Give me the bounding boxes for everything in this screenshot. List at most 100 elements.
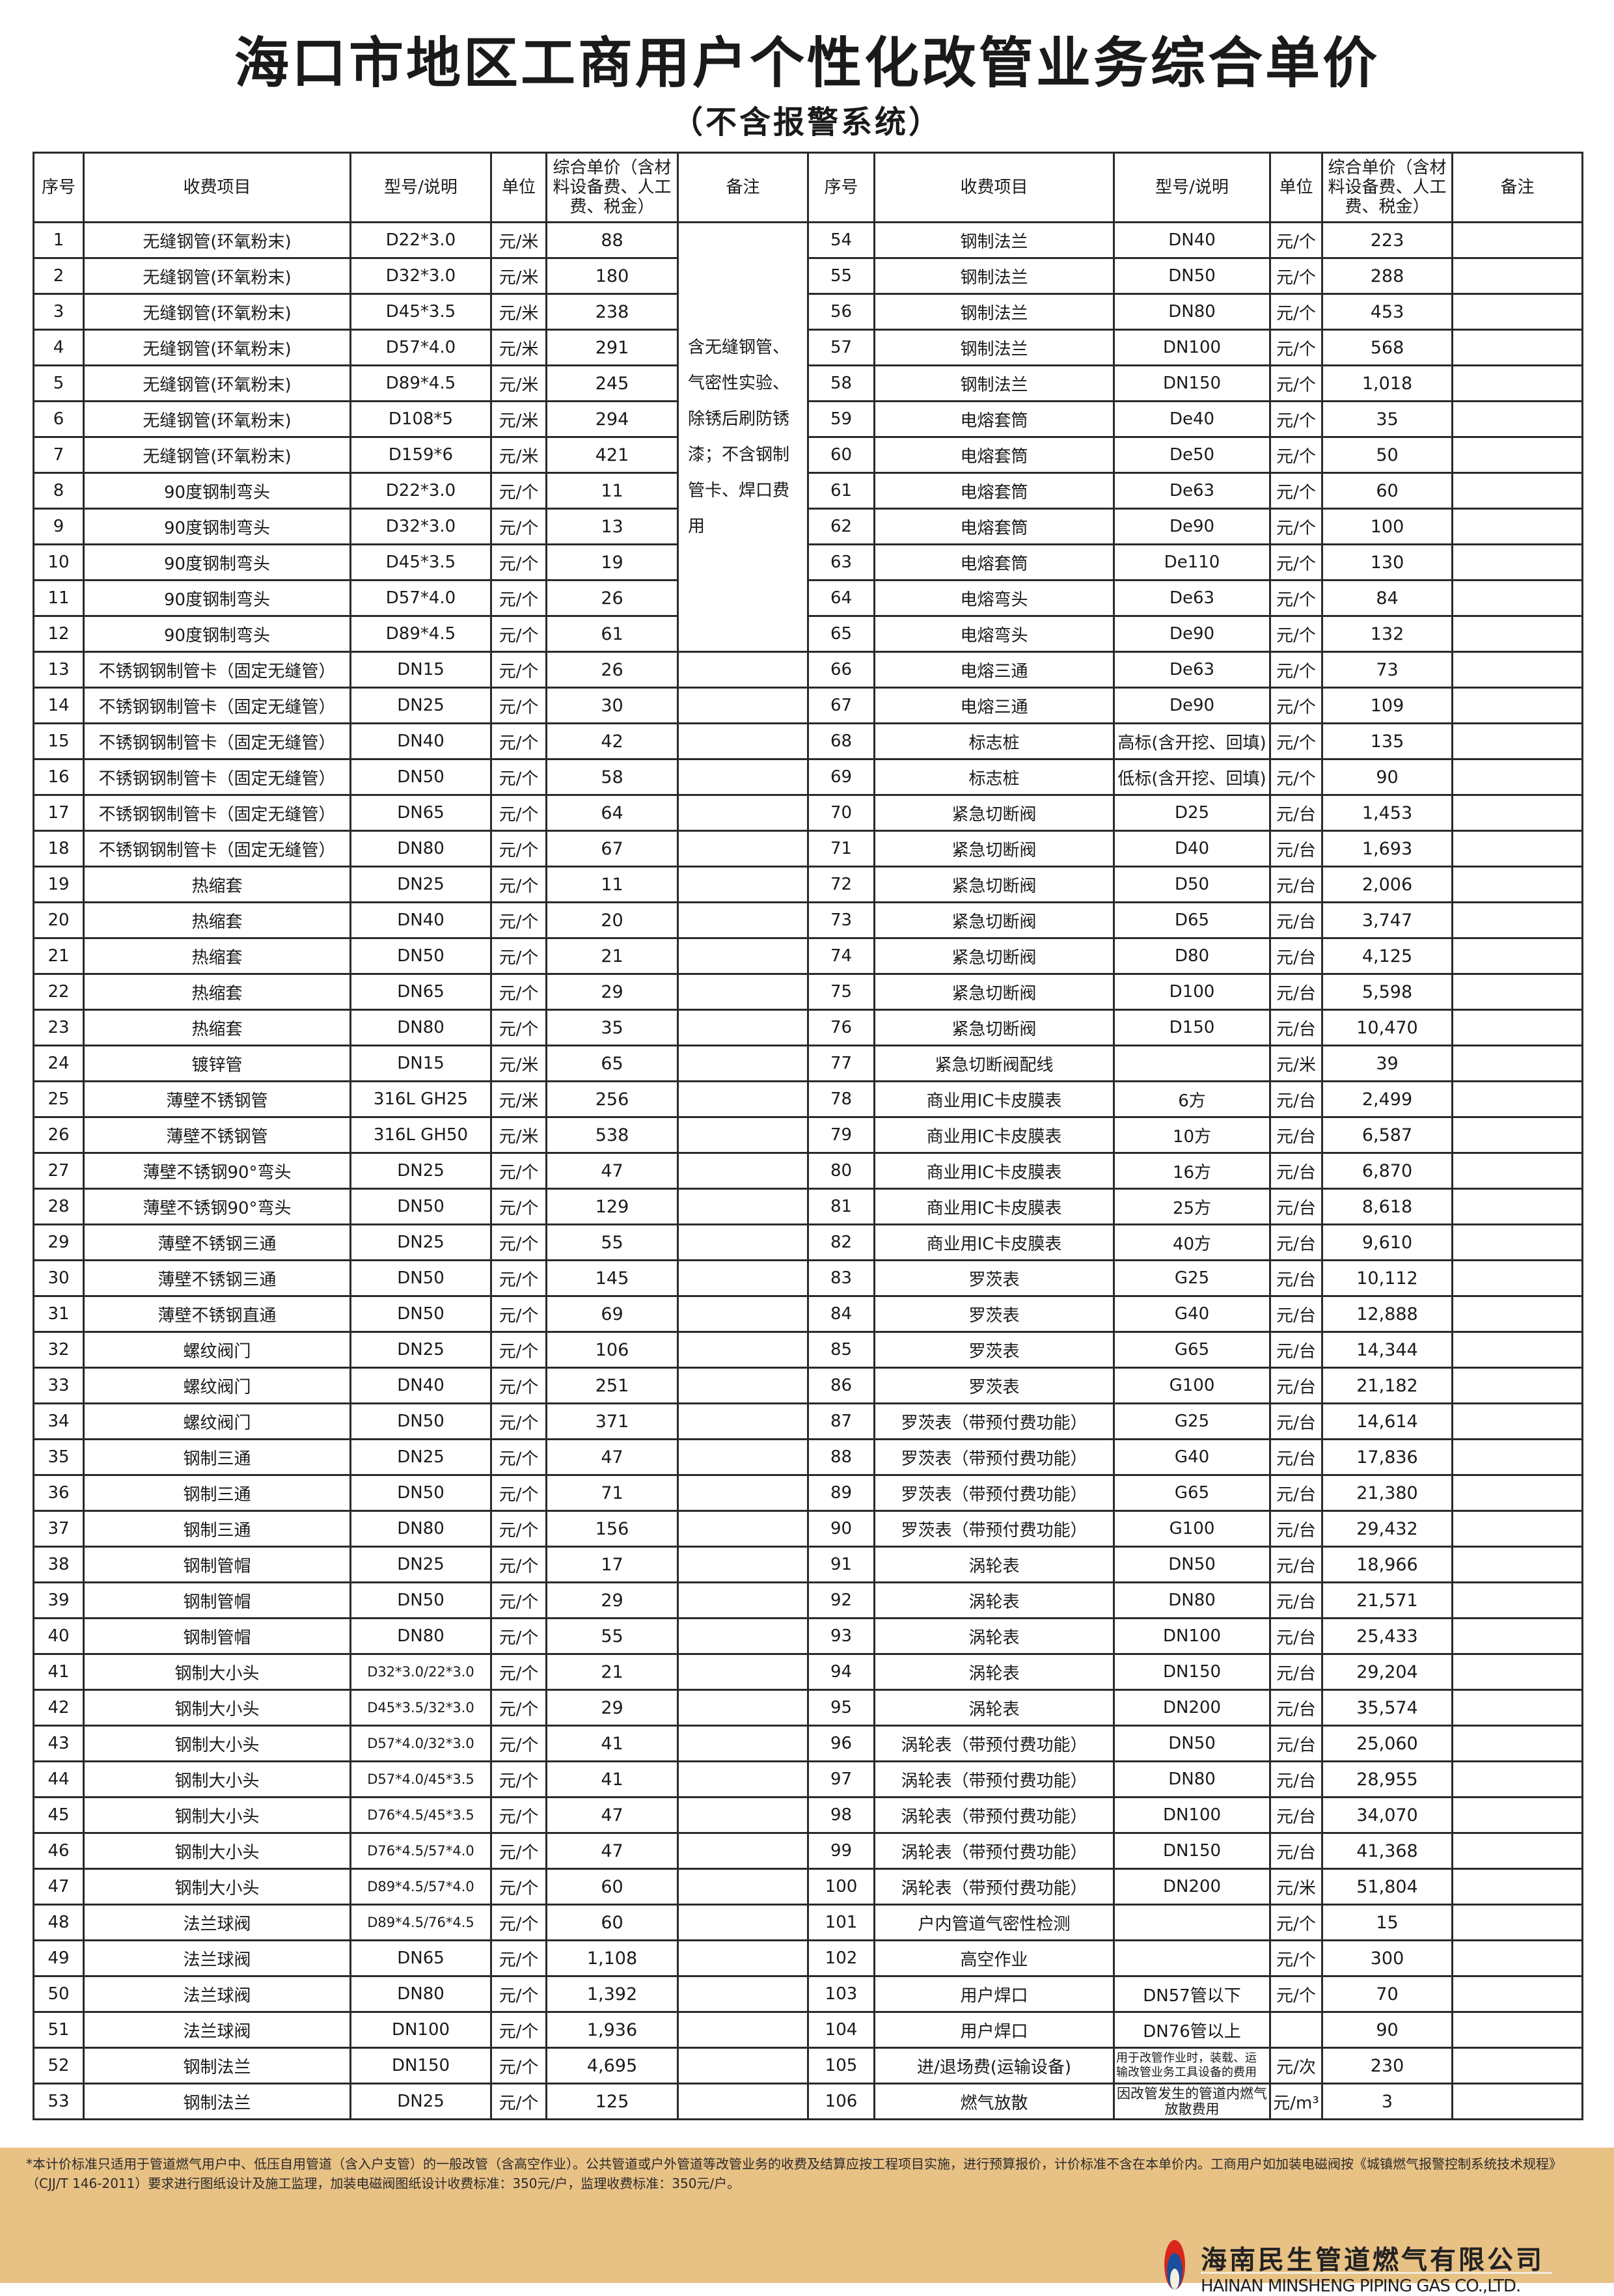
row-unit: 元/m³: [1269, 2083, 1323, 2120]
row-item: 薄壁不锈钢直通: [83, 1295, 351, 1333]
row-unit: 元/个: [490, 722, 547, 760]
row-no: 88: [807, 1438, 875, 1476]
row-model: D22*3.0: [349, 221, 492, 259]
remark-cell: [1451, 1832, 1583, 1870]
row-unit: 元/米: [490, 400, 547, 438]
row-model: DN150: [1113, 364, 1271, 402]
remark-cell: [677, 1581, 809, 1619]
row-unit: 元/个: [490, 1975, 547, 2013]
row-model: DN50: [349, 1188, 492, 1225]
table-row: 100 涡轮表（带预付费功能） DN200 元/米 51,804: [807, 1868, 1583, 1906]
row-price: 300: [1321, 1939, 1453, 1977]
row-item: 薄壁不锈钢90°弯头: [83, 1152, 351, 1190]
row-unit: 元/个: [490, 1904, 547, 1941]
row-price: 3: [1321, 2083, 1453, 2120]
row-unit: 元/米: [490, 221, 547, 259]
row-no: 19: [33, 866, 85, 903]
row-unit: 元/米: [490, 257, 547, 295]
remark-cell: [677, 1045, 809, 1082]
row-unit: 元/米: [1269, 1045, 1323, 1082]
row-item: 商业用IC卡皮膜表: [873, 1080, 1115, 1118]
table-row: 71 紧急切断阀 D40 元/台 1,693: [807, 830, 1583, 868]
row-no: 64: [807, 579, 875, 617]
row-unit: 元/台: [1269, 901, 1323, 939]
remark-cell: [677, 1188, 809, 1225]
row-no: 51: [33, 2011, 85, 2049]
row-unit: 元/台: [1269, 1152, 1323, 1190]
remark-cell: [1451, 1868, 1583, 1906]
table-row: 27 薄壁不锈钢90°弯头 DN25 元/个 47: [33, 1152, 809, 1190]
row-item: 电熔套筒: [873, 472, 1115, 510]
row-no: 1: [33, 221, 85, 259]
table-row: 89 罗茨表（带预付费功能） G65 元/台 21,380: [807, 1474, 1583, 1512]
row-unit: 元/个: [1269, 508, 1323, 545]
remark-cell: [677, 1223, 809, 1261]
row-price: 47: [545, 1796, 679, 1834]
table-row: 81 商业用IC卡皮膜表 25方 元/台 8,618: [807, 1188, 1583, 1225]
row-price: 34,070: [1321, 1796, 1453, 1834]
table-row: 79 商业用IC卡皮膜表 10方 元/台 6,587: [807, 1116, 1583, 1154]
row-no: 17: [33, 794, 85, 832]
row-unit: 元/个: [490, 1474, 547, 1512]
row-price: 26: [545, 579, 679, 617]
row-price: 130: [1321, 543, 1453, 581]
remark-cell: [677, 1546, 809, 1583]
divider: [1201, 2272, 1552, 2274]
row-model: 25方: [1113, 1188, 1271, 1225]
row-price: 453: [1321, 293, 1453, 331]
company-name-en: HAINAN MINSHENG PIPING GAS CO.,LTD.: [1201, 2276, 1521, 2296]
table-row: 50 法兰球阀 DN80 元/个 1,392: [33, 1975, 809, 2013]
row-unit: 元/个: [490, 615, 547, 653]
row-no: 94: [807, 1653, 875, 1691]
remark-cell: [1451, 508, 1583, 545]
row-model: DN40: [349, 901, 492, 939]
remark-cell: [1451, 2083, 1583, 2120]
row-model: DN150: [1113, 1832, 1271, 1870]
row-model: DN50: [1113, 257, 1271, 295]
row-unit: 元/个: [1269, 221, 1323, 259]
header-unit: 单位: [490, 152, 547, 223]
table-row: 65 电熔弯头 De90 元/个 132: [807, 615, 1583, 653]
remark-cell: [677, 1904, 809, 1941]
row-unit: 元/台: [1269, 794, 1323, 832]
header-model: 型号/说明: [349, 152, 492, 223]
remark-cell: [677, 1653, 809, 1691]
row-no: 12: [33, 615, 85, 653]
header-no: 序号: [33, 152, 85, 223]
row-model: DN65: [349, 973, 492, 1011]
row-model: D22*3.0: [349, 472, 492, 510]
row-unit: 元/个: [490, 543, 547, 581]
table-row: 57 钢制法兰 DN100 元/个 568: [807, 329, 1583, 366]
row-unit: 元/台: [1269, 937, 1323, 975]
row-unit: 元/个: [490, 1796, 547, 1834]
row-no: 2: [33, 257, 85, 295]
row-no: 77: [807, 1045, 875, 1082]
row-price: 106: [545, 1331, 679, 1369]
row-model: D32*3.0/22*3.0: [349, 1653, 492, 1691]
row-unit: 元/个: [490, 508, 547, 545]
row-item: 燃气放散: [873, 2083, 1115, 2120]
row-price: 109: [1321, 687, 1453, 724]
row-unit: 元/个: [490, 687, 547, 724]
remark-cell: [1451, 1438, 1583, 1476]
remark-cell: [677, 2047, 809, 2084]
row-price: 71: [545, 1474, 679, 1512]
remark-cell: [1451, 293, 1583, 331]
row-unit: 元/米: [490, 436, 547, 474]
table-row: 13 不锈钢钢制管卡（固定无缝管） DN15 元/个 26: [33, 651, 809, 689]
table-row: 44 钢制大小头 D57*4.0/45*3.5 元/个 41: [33, 1760, 809, 1798]
row-model: DN65: [349, 1939, 492, 1977]
row-item: 热缩套: [83, 937, 351, 975]
table-row: 30 薄壁不锈钢三通 DN50 元/个 145: [33, 1259, 809, 1297]
table-row: 31 薄壁不锈钢直通 DN50 元/个 69: [33, 1295, 809, 1333]
row-model: De90: [1113, 508, 1271, 545]
row-model: D76*4.5/57*4.0: [349, 1832, 492, 1870]
row-unit: 元/个: [490, 1402, 547, 1440]
table-row: 9 90度钢制弯头 D32*3.0 元/个 13: [33, 508, 808, 545]
row-price: 55: [545, 1223, 679, 1261]
price-table-right: 序号 收费项目 型号/说明 单位 综合单价（含材料设备费、人工费、税金） 备注 …: [807, 152, 1583, 2120]
row-price: 6,870: [1321, 1152, 1453, 1190]
remark-cell: [1451, 1188, 1583, 1225]
row-price: 67: [545, 830, 679, 868]
row-price: 132: [1321, 615, 1453, 653]
